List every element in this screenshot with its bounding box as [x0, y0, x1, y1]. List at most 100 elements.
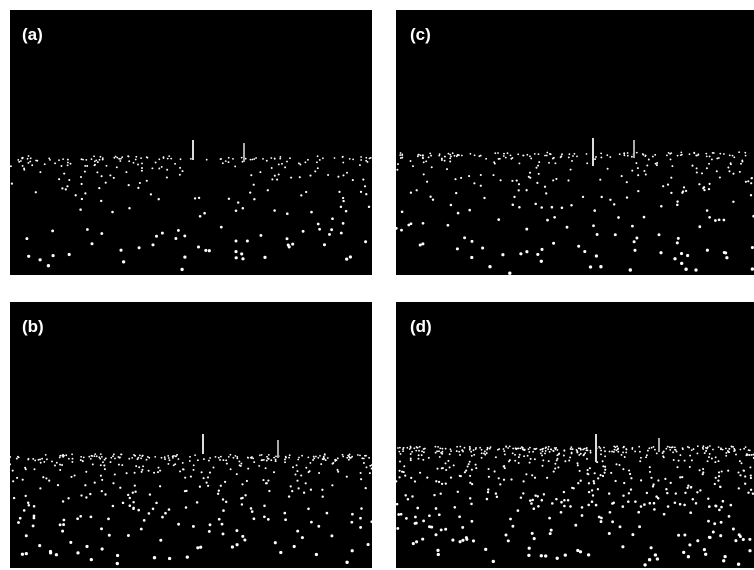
dot	[751, 492, 754, 495]
dot	[429, 195, 432, 198]
dot	[503, 464, 506, 468]
dot	[737, 471, 740, 474]
dot	[552, 179, 555, 182]
dot	[206, 476, 210, 479]
dot	[545, 154, 548, 157]
dot	[286, 160, 288, 163]
dot	[573, 152, 576, 155]
dot	[589, 451, 592, 454]
dot	[737, 533, 741, 537]
dot	[198, 214, 202, 218]
dot	[137, 246, 141, 250]
dot	[333, 157, 336, 159]
dot	[548, 450, 551, 453]
dot	[426, 180, 429, 183]
dot	[453, 505, 457, 509]
dot	[79, 459, 82, 462]
dot	[717, 446, 720, 448]
dot	[470, 239, 474, 243]
dot	[165, 176, 168, 179]
dot	[568, 459, 571, 462]
dot	[470, 519, 474, 523]
dot	[694, 268, 698, 272]
dot	[534, 494, 537, 497]
dot	[584, 452, 587, 454]
dot	[364, 486, 367, 490]
dot	[321, 458, 324, 460]
dot	[31, 164, 34, 167]
dot	[107, 517, 110, 521]
dot	[570, 446, 573, 448]
dot	[461, 449, 464, 451]
dot	[227, 456, 230, 458]
dot	[502, 448, 505, 450]
dot	[682, 550, 686, 555]
dot	[411, 450, 414, 453]
dot	[625, 448, 628, 450]
dot	[56, 483, 60, 487]
dot	[655, 495, 658, 498]
dot	[96, 171, 99, 174]
dot	[572, 155, 574, 157]
dot	[422, 173, 425, 176]
dot	[337, 175, 340, 178]
dot	[235, 473, 238, 476]
dot	[675, 450, 678, 453]
dot	[417, 153, 420, 156]
dot	[71, 457, 74, 460]
dot	[527, 546, 531, 550]
dot	[463, 236, 467, 240]
dot	[670, 446, 673, 449]
dot	[748, 449, 751, 452]
dot	[220, 522, 224, 526]
dot	[669, 449, 672, 451]
dot	[176, 453, 179, 456]
dot	[599, 265, 603, 269]
dot	[707, 497, 710, 500]
dot	[651, 485, 655, 488]
dot	[115, 561, 119, 566]
dot	[135, 155, 138, 158]
dot	[241, 257, 245, 261]
dot	[673, 501, 677, 504]
dot	[448, 453, 451, 456]
dot	[501, 253, 505, 257]
dot	[497, 157, 500, 160]
dot	[364, 240, 368, 244]
dot	[9, 456, 12, 458]
dot	[717, 471, 721, 474]
dot	[623, 446, 625, 448]
dot	[330, 534, 334, 538]
dot	[553, 215, 556, 219]
dot	[586, 469, 589, 472]
dot	[273, 456, 275, 459]
dot	[327, 173, 330, 177]
dot	[167, 462, 170, 465]
dot	[183, 234, 187, 238]
dot	[423, 447, 426, 450]
dot	[162, 156, 165, 159]
dot	[493, 161, 496, 164]
dot	[61, 529, 65, 533]
dot	[115, 166, 118, 169]
dot	[120, 453, 123, 456]
dot	[672, 451, 675, 454]
dot	[738, 460, 741, 463]
dot	[741, 160, 744, 163]
dot	[579, 479, 582, 482]
dot	[29, 160, 32, 163]
dot	[141, 468, 144, 471]
dot	[719, 534, 723, 538]
dot	[238, 460, 241, 463]
dot	[597, 515, 601, 519]
dot	[529, 446, 531, 449]
dot	[133, 471, 136, 474]
dot	[93, 155, 95, 158]
dot	[730, 445, 733, 448]
dot	[181, 170, 184, 173]
dot	[180, 267, 184, 272]
dot	[635, 236, 639, 240]
dot	[552, 470, 555, 473]
dot	[249, 507, 253, 510]
dot	[39, 171, 42, 174]
